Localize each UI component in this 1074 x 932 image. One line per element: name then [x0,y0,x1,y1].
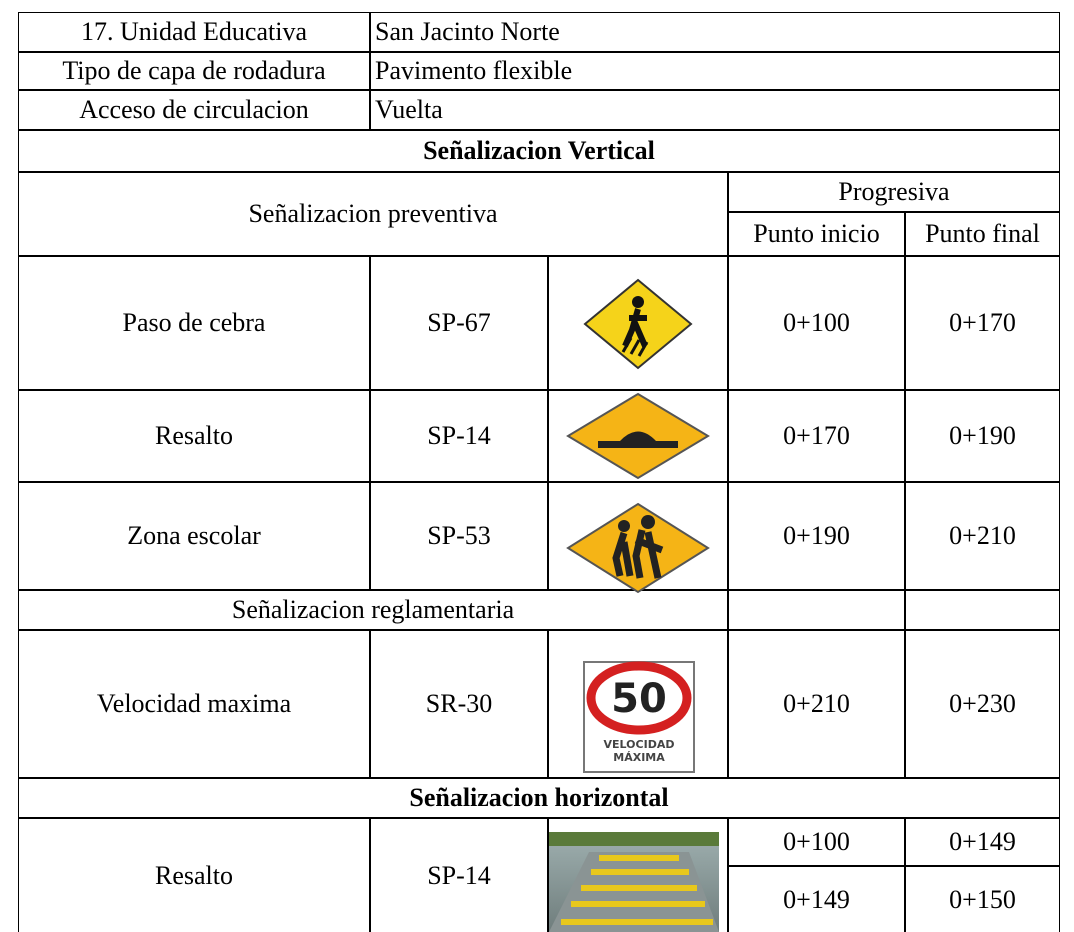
group-label: Señalizacion reglamentaria [18,590,728,630]
sign-code: SR-30 [370,630,548,778]
column-header: Progresiva [728,172,1060,212]
header-value: San Jacinto Norte [370,12,1060,52]
header-value: Pavimento flexible [370,52,1060,90]
speed-number: 50 [611,676,667,722]
school-sign [566,502,710,594]
sign-name: Paso de cebra [18,256,370,390]
sign-name: Velocidad maxima [18,630,370,778]
bump-sign [566,392,710,480]
empty-cell [905,590,1060,630]
sign-code: SP-14 [370,390,548,482]
end-point: 0+210 [905,482,1060,590]
header-label: Acceso de circulacion [18,90,370,130]
speed-line2: MÁXIMA [613,751,665,764]
speed-line1: VELOCIDAD [604,738,675,751]
group-label: Señalizacion preventiva [18,172,728,256]
sign-code: SP-53 [370,482,548,590]
sign-icon-cell [548,818,728,932]
start-point: 0+210 [728,630,905,778]
pedestrian-sign [583,278,693,370]
sign-icon-cell [548,630,728,778]
speed-sign: 50 VELOCIDAD MÁXIMA [583,661,695,773]
end-point: 0+150 [905,866,1060,932]
sign-name: Resalto [18,390,370,482]
sign-name: Zona escolar [18,482,370,590]
sign-code: SP-67 [370,256,548,390]
section-title: Señalizacion horizontal [18,778,1060,818]
sign-name: Resalto [18,818,370,932]
end-point: 0+190 [905,390,1060,482]
section-title: Señalizacion Vertical [18,130,1060,172]
start-point: 0+100 [728,256,905,390]
end-point: 0+170 [905,256,1060,390]
end-point: 0+149 [905,818,1060,866]
start-point: 0+190 [728,482,905,590]
start-point: 0+100 [728,818,905,866]
start-point: 0+170 [728,390,905,482]
sign-icon-cell [548,390,728,482]
header-label: 17. Unidad Educativa [18,12,370,52]
column-header: Punto inicio [728,212,905,256]
empty-cell [728,590,905,630]
header-value: Vuelta [370,90,1060,130]
header-label: Tipo de capa de rodadura [18,52,370,90]
sign-code: SP-14 [370,818,548,932]
road-photo [549,832,719,932]
sign-icon-cell [548,256,728,390]
end-point: 0+230 [905,630,1060,778]
start-point: 0+149 [728,866,905,932]
column-header: Punto final [905,212,1060,256]
